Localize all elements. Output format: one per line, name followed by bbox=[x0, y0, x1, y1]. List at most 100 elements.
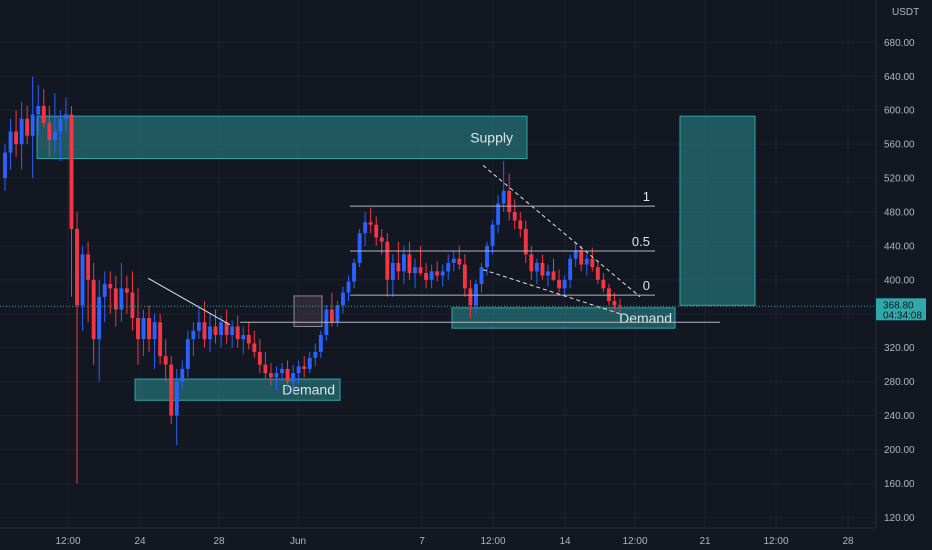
candle-body bbox=[590, 258, 595, 268]
candle-body bbox=[263, 364, 268, 374]
candle-body bbox=[246, 334, 251, 344]
time-axis[interactable]: 12:00 24 28 Jun 7 12:00 14 12:00 21 12:00 28 bbox=[0, 527, 876, 550]
candle-body bbox=[490, 224, 495, 246]
time-tick-label: 28 bbox=[842, 536, 854, 547]
time-tick-label: 12:00 bbox=[55, 536, 80, 547]
candle-body bbox=[401, 254, 406, 272]
candle-body bbox=[136, 318, 140, 340]
candle-body bbox=[257, 351, 262, 365]
time-tick-label: 28 bbox=[213, 536, 225, 547]
candle-body bbox=[579, 250, 584, 265]
candle-body bbox=[147, 318, 151, 340]
candle-body bbox=[501, 190, 506, 204]
candle-body bbox=[468, 288, 473, 306]
zone-box bbox=[679, 115, 756, 306]
candle-body bbox=[357, 233, 362, 263]
candle-body bbox=[341, 292, 345, 306]
candle-body bbox=[47, 122, 52, 140]
candle-body bbox=[385, 241, 390, 280]
candle-body bbox=[14, 131, 19, 145]
candle-body bbox=[496, 203, 501, 225]
candle-body bbox=[86, 254, 91, 280]
candle-body bbox=[252, 343, 257, 352]
price-tick-label: 160.00 bbox=[884, 479, 915, 490]
candle-body bbox=[429, 271, 434, 280]
candle-body bbox=[58, 118, 63, 132]
candle-body bbox=[158, 322, 163, 357]
candle-body bbox=[19, 118, 24, 145]
zone-box bbox=[36, 115, 528, 160]
candle-body bbox=[213, 326, 218, 335]
candle-body bbox=[241, 334, 246, 340]
candle-body bbox=[119, 288, 124, 310]
candle-body bbox=[407, 254, 412, 274]
candle-body bbox=[174, 381, 179, 416]
trendline bbox=[147, 277, 231, 326]
fib-label: 0 bbox=[643, 278, 650, 293]
price-axis-panel bbox=[876, 0, 932, 550]
candle-body bbox=[413, 267, 417, 274]
zone-box bbox=[451, 307, 676, 329]
candle-body bbox=[318, 334, 323, 352]
candle-body bbox=[25, 118, 30, 136]
current-price-box bbox=[876, 298, 926, 321]
candle-body bbox=[113, 288, 118, 310]
candle-body bbox=[69, 114, 74, 229]
time-axis-panel bbox=[0, 528, 876, 550]
candle-body bbox=[551, 271, 556, 280]
price-axis[interactable]: USDT 120.00 160.00 200.00 240.00 280.00 320.00… bbox=[875, 0, 932, 550]
candle-body bbox=[435, 271, 440, 276]
candle-body bbox=[379, 237, 384, 242]
time-tick-label: 7 bbox=[419, 536, 425, 547]
price-tick-label: 440.00 bbox=[884, 241, 915, 252]
time-tick-label: 12:00 bbox=[763, 536, 788, 547]
candle-body bbox=[102, 284, 107, 297]
candle-body bbox=[202, 322, 207, 340]
candle-body bbox=[390, 262, 395, 280]
candle-body bbox=[368, 222, 373, 225]
candle-body bbox=[230, 326, 235, 335]
candle-body bbox=[180, 368, 185, 382]
candle-body bbox=[224, 322, 229, 335]
grid bbox=[0, 0, 876, 528]
zone-box bbox=[134, 378, 341, 401]
candle-body bbox=[534, 262, 539, 272]
candle-body bbox=[191, 330, 196, 340]
candle-body bbox=[335, 305, 340, 323]
fib-label: 0.5 bbox=[632, 234, 650, 249]
candle-body bbox=[52, 131, 57, 140]
candle-body bbox=[352, 262, 356, 282]
candle-body bbox=[219, 322, 224, 335]
candle-body bbox=[141, 318, 146, 340]
consolidation-box bbox=[293, 295, 323, 327]
candle-body bbox=[440, 271, 445, 276]
candle-body bbox=[584, 258, 589, 265]
candle-body bbox=[529, 254, 534, 272]
price-tick-label: 320.00 bbox=[884, 343, 915, 354]
candle-body bbox=[568, 258, 573, 280]
candle-body bbox=[64, 114, 68, 119]
price-tick-label: 240.00 bbox=[884, 411, 915, 422]
candle-body bbox=[507, 190, 512, 212]
candle-body bbox=[451, 258, 456, 263]
candle-body bbox=[512, 212, 517, 221]
candle-body bbox=[41, 106, 46, 123]
candle-body bbox=[485, 245, 489, 268]
time-tick-label: 14 bbox=[559, 536, 571, 547]
candle-body bbox=[163, 356, 168, 365]
candle-body bbox=[75, 228, 79, 306]
candle-body bbox=[124, 288, 129, 293]
candle-body bbox=[374, 224, 379, 238]
dashed-trendline bbox=[482, 164, 641, 298]
current-price-label: 368.80 bbox=[883, 300, 914, 311]
candle-body bbox=[196, 322, 201, 331]
candle-body bbox=[97, 296, 102, 340]
time-tick-label: 24 bbox=[134, 536, 146, 547]
candle-body bbox=[3, 152, 7, 179]
price-tick-label: 600.00 bbox=[884, 106, 915, 117]
price-tick-label: 400.00 bbox=[884, 275, 915, 286]
candle-body bbox=[618, 305, 622, 307]
candle-body bbox=[285, 368, 290, 382]
candle-body bbox=[518, 220, 523, 229]
